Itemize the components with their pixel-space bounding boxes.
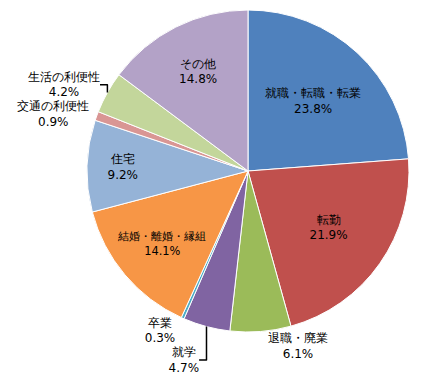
- svg-text:生活の利便性4.2%: 生活の利便性4.2%: [28, 70, 100, 100]
- svg-text:住宅9.2%: 住宅9.2%: [108, 152, 139, 182]
- svg-text:卒業0.3%: 卒業0.3%: [145, 316, 176, 346]
- svg-text:交通の利便性0.9%: 交通の利便性0.9%: [17, 99, 89, 129]
- svg-text:その他14.8%: その他14.8%: [179, 57, 217, 87]
- svg-text:転勤21.9%: 転勤21.9%: [310, 213, 348, 243]
- svg-text:就学4.7%: 就学4.7%: [169, 345, 200, 375]
- svg-text:結婚・離婚・縁組14.1%: 結婚・離婚・縁組14.1%: [117, 229, 206, 258]
- svg-text:退職・廃業6.1%: 退職・廃業6.1%: [268, 331, 328, 361]
- svg-text:就職・転職・転業23.8%: 就職・転職・転業23.8%: [265, 86, 361, 116]
